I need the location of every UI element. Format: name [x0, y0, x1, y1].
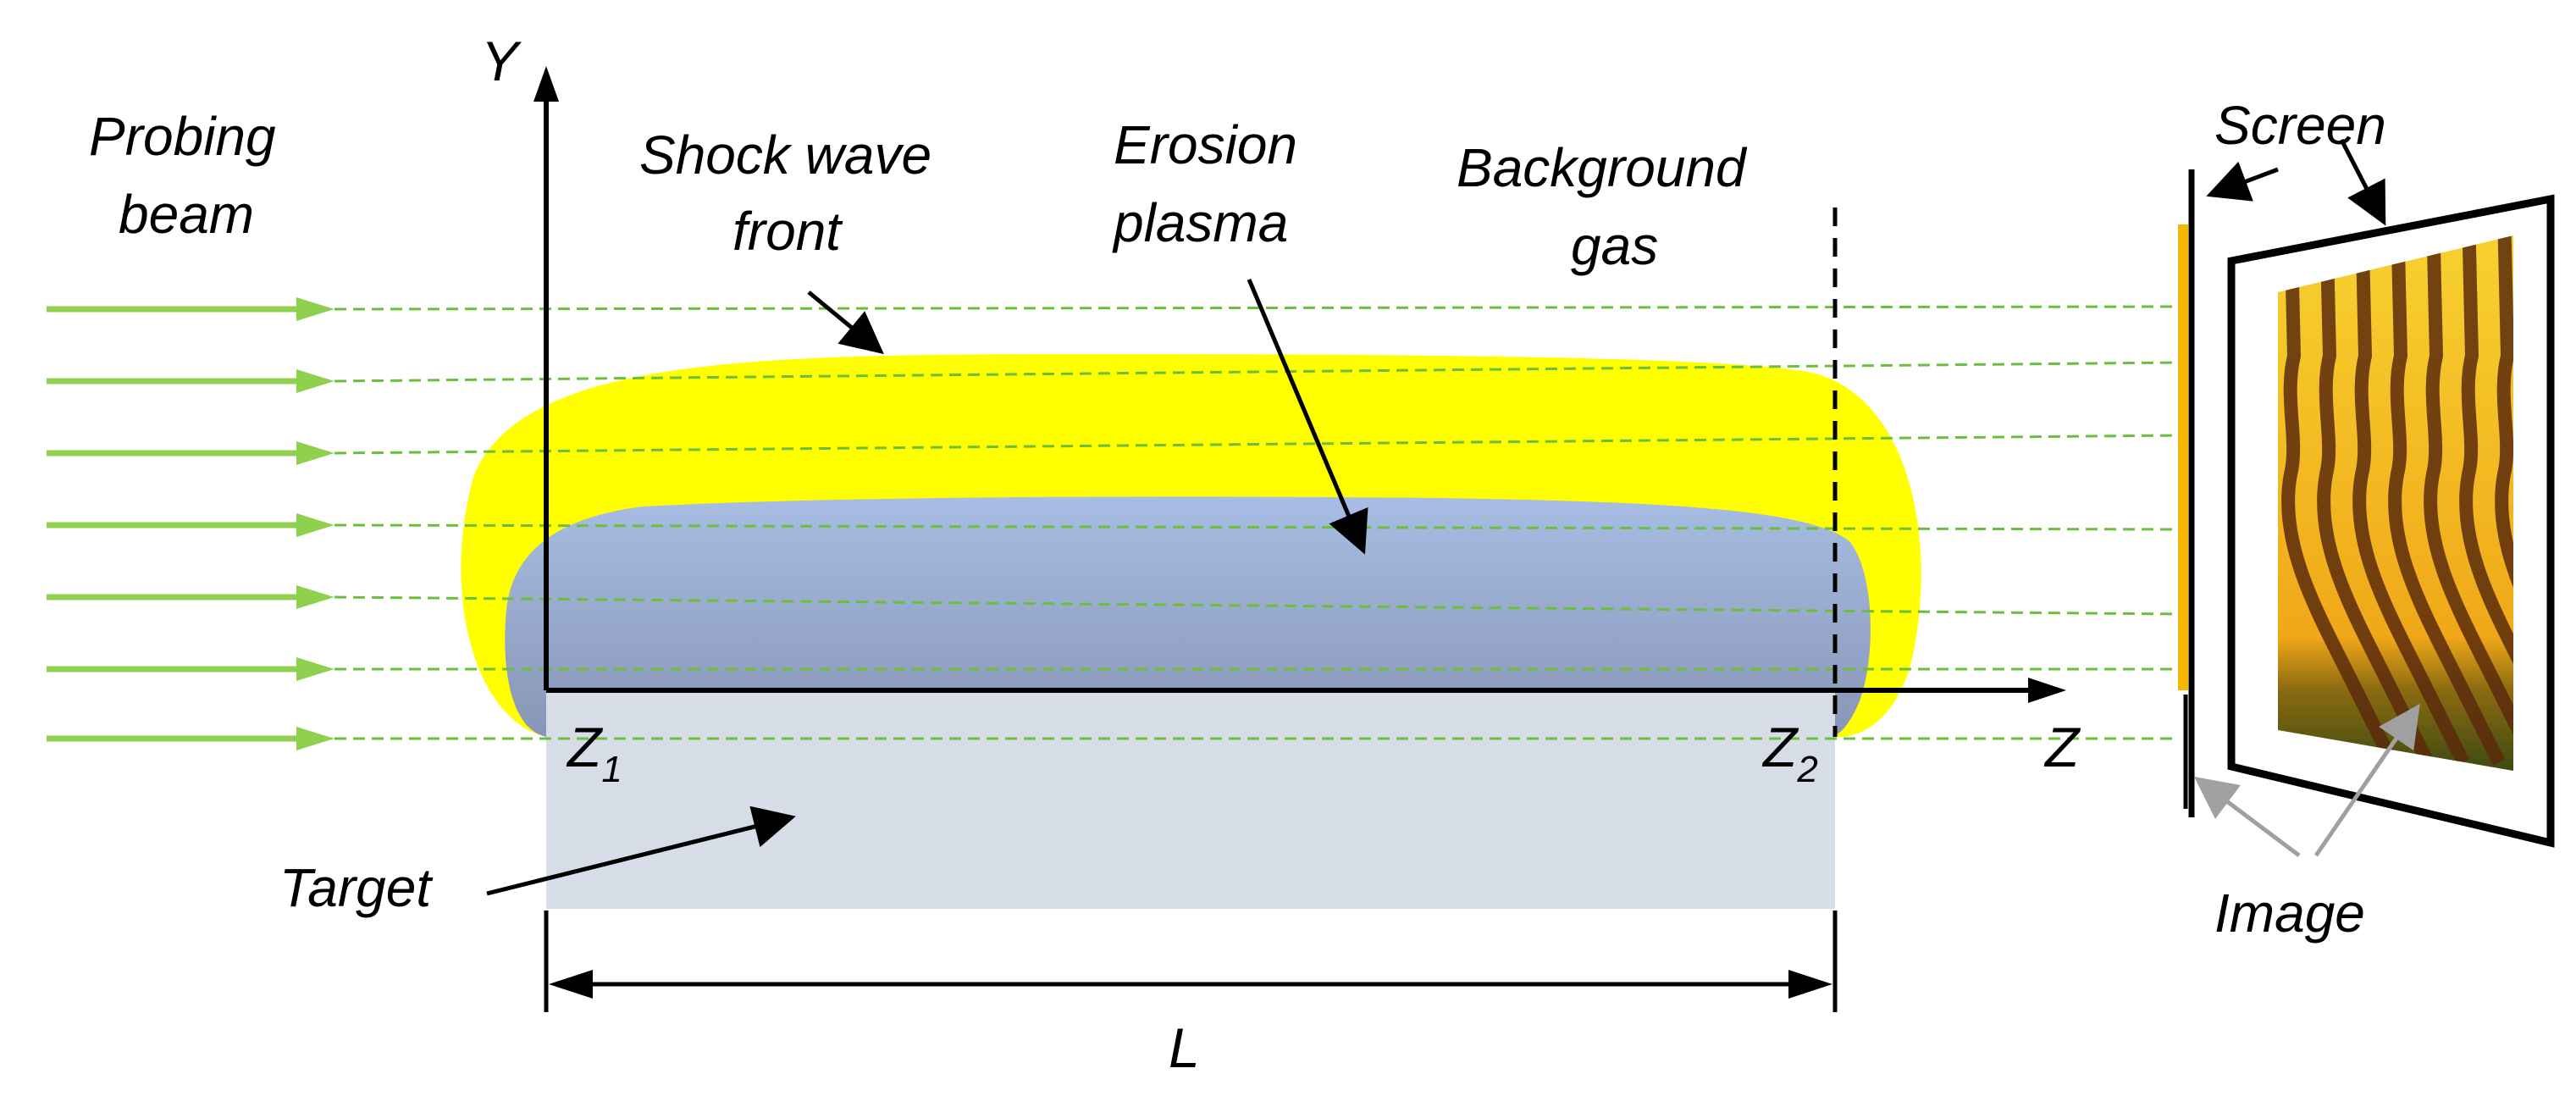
probing-beam-label-line2: beam — [119, 184, 254, 245]
interference-fringes — [2281, 235, 2513, 766]
image-pointer-arrow-2 — [2313, 703, 2420, 857]
z1-label: Z1 — [566, 716, 622, 790]
beam-arrow-head-3 — [296, 441, 334, 465]
dimension-arrow-right — [1788, 970, 1832, 999]
beam-arrow-head-7 — [296, 727, 334, 750]
beam-ray-1 — [334, 305, 2179, 311]
z-axis-label: Z — [2043, 716, 2081, 778]
image-label: Image — [2214, 883, 2365, 944]
y-axis-arrowhead — [533, 66, 559, 102]
fringe-line-6 — [2459, 235, 2513, 766]
probing-beam-arrows — [47, 297, 334, 750]
screen-fringe-strip — [2178, 224, 2188, 690]
target-block — [546, 690, 1835, 909]
z2-label: Z2 — [1761, 716, 1818, 790]
shock-wave-label-line1: Shock wave — [639, 125, 931, 185]
target-label: Target — [279, 857, 433, 918]
erosion-plasma-label-line1: Erosion — [1114, 114, 1297, 175]
length-label: L — [1169, 1016, 1200, 1079]
beam-ray-2 — [334, 361, 2179, 383]
erosion-plasma-region — [505, 496, 1871, 737]
dimension-arrow-left — [549, 970, 593, 999]
beam-ray-4 — [334, 523, 2179, 531]
erosion-plasma-label-line2: plasma — [1112, 192, 1288, 253]
fringe-line-2 — [2317, 235, 2435, 766]
shock-pointer-arrow — [807, 291, 884, 355]
z2-label-base: Z — [1761, 716, 1799, 778]
probing-beam-dashed-lines — [334, 305, 2179, 740]
fringe-line-5 — [2424, 235, 2513, 766]
background-gas-label-line2: gas — [1571, 215, 1658, 276]
z-axis-arrowhead — [2028, 678, 2066, 703]
shock-wave-label-line2: front — [732, 201, 843, 262]
beam-arrow-head-4 — [296, 513, 334, 537]
fringe-line-7 — [2495, 235, 2513, 766]
screen-pointer-arrow-2 — [2339, 138, 2386, 226]
z1-label-subscript: 1 — [601, 749, 622, 790]
beam-arrow-head-5 — [296, 585, 334, 609]
background-gas-label-line1: Background — [1457, 137, 1748, 198]
beam-arrow-head-6 — [296, 657, 334, 681]
screen-pointer-arrow-1 — [2206, 161, 2279, 202]
fringe-line-4 — [2388, 235, 2506, 766]
y-axis-label: Y — [481, 30, 522, 92]
z2-label-subscript: 2 — [1796, 749, 1817, 790]
beam-ray-3 — [334, 434, 2179, 455]
screen-label: Screen — [2214, 95, 2386, 156]
target-pointer-arrow — [486, 805, 796, 896]
z1-label-base: Z — [566, 716, 604, 778]
image-pointer-arrow-1 — [2194, 777, 2301, 857]
plasma-pointer-arrow — [1247, 279, 1368, 555]
beam-ray-5 — [334, 595, 2179, 616]
fringe-line-1 — [2281, 235, 2399, 766]
beam-arrow-head-1 — [296, 297, 334, 321]
probing-beam-label-line1: Probing — [89, 106, 276, 167]
fringe-line-3 — [2352, 235, 2470, 766]
beam-arrow-head-2 — [296, 369, 334, 393]
